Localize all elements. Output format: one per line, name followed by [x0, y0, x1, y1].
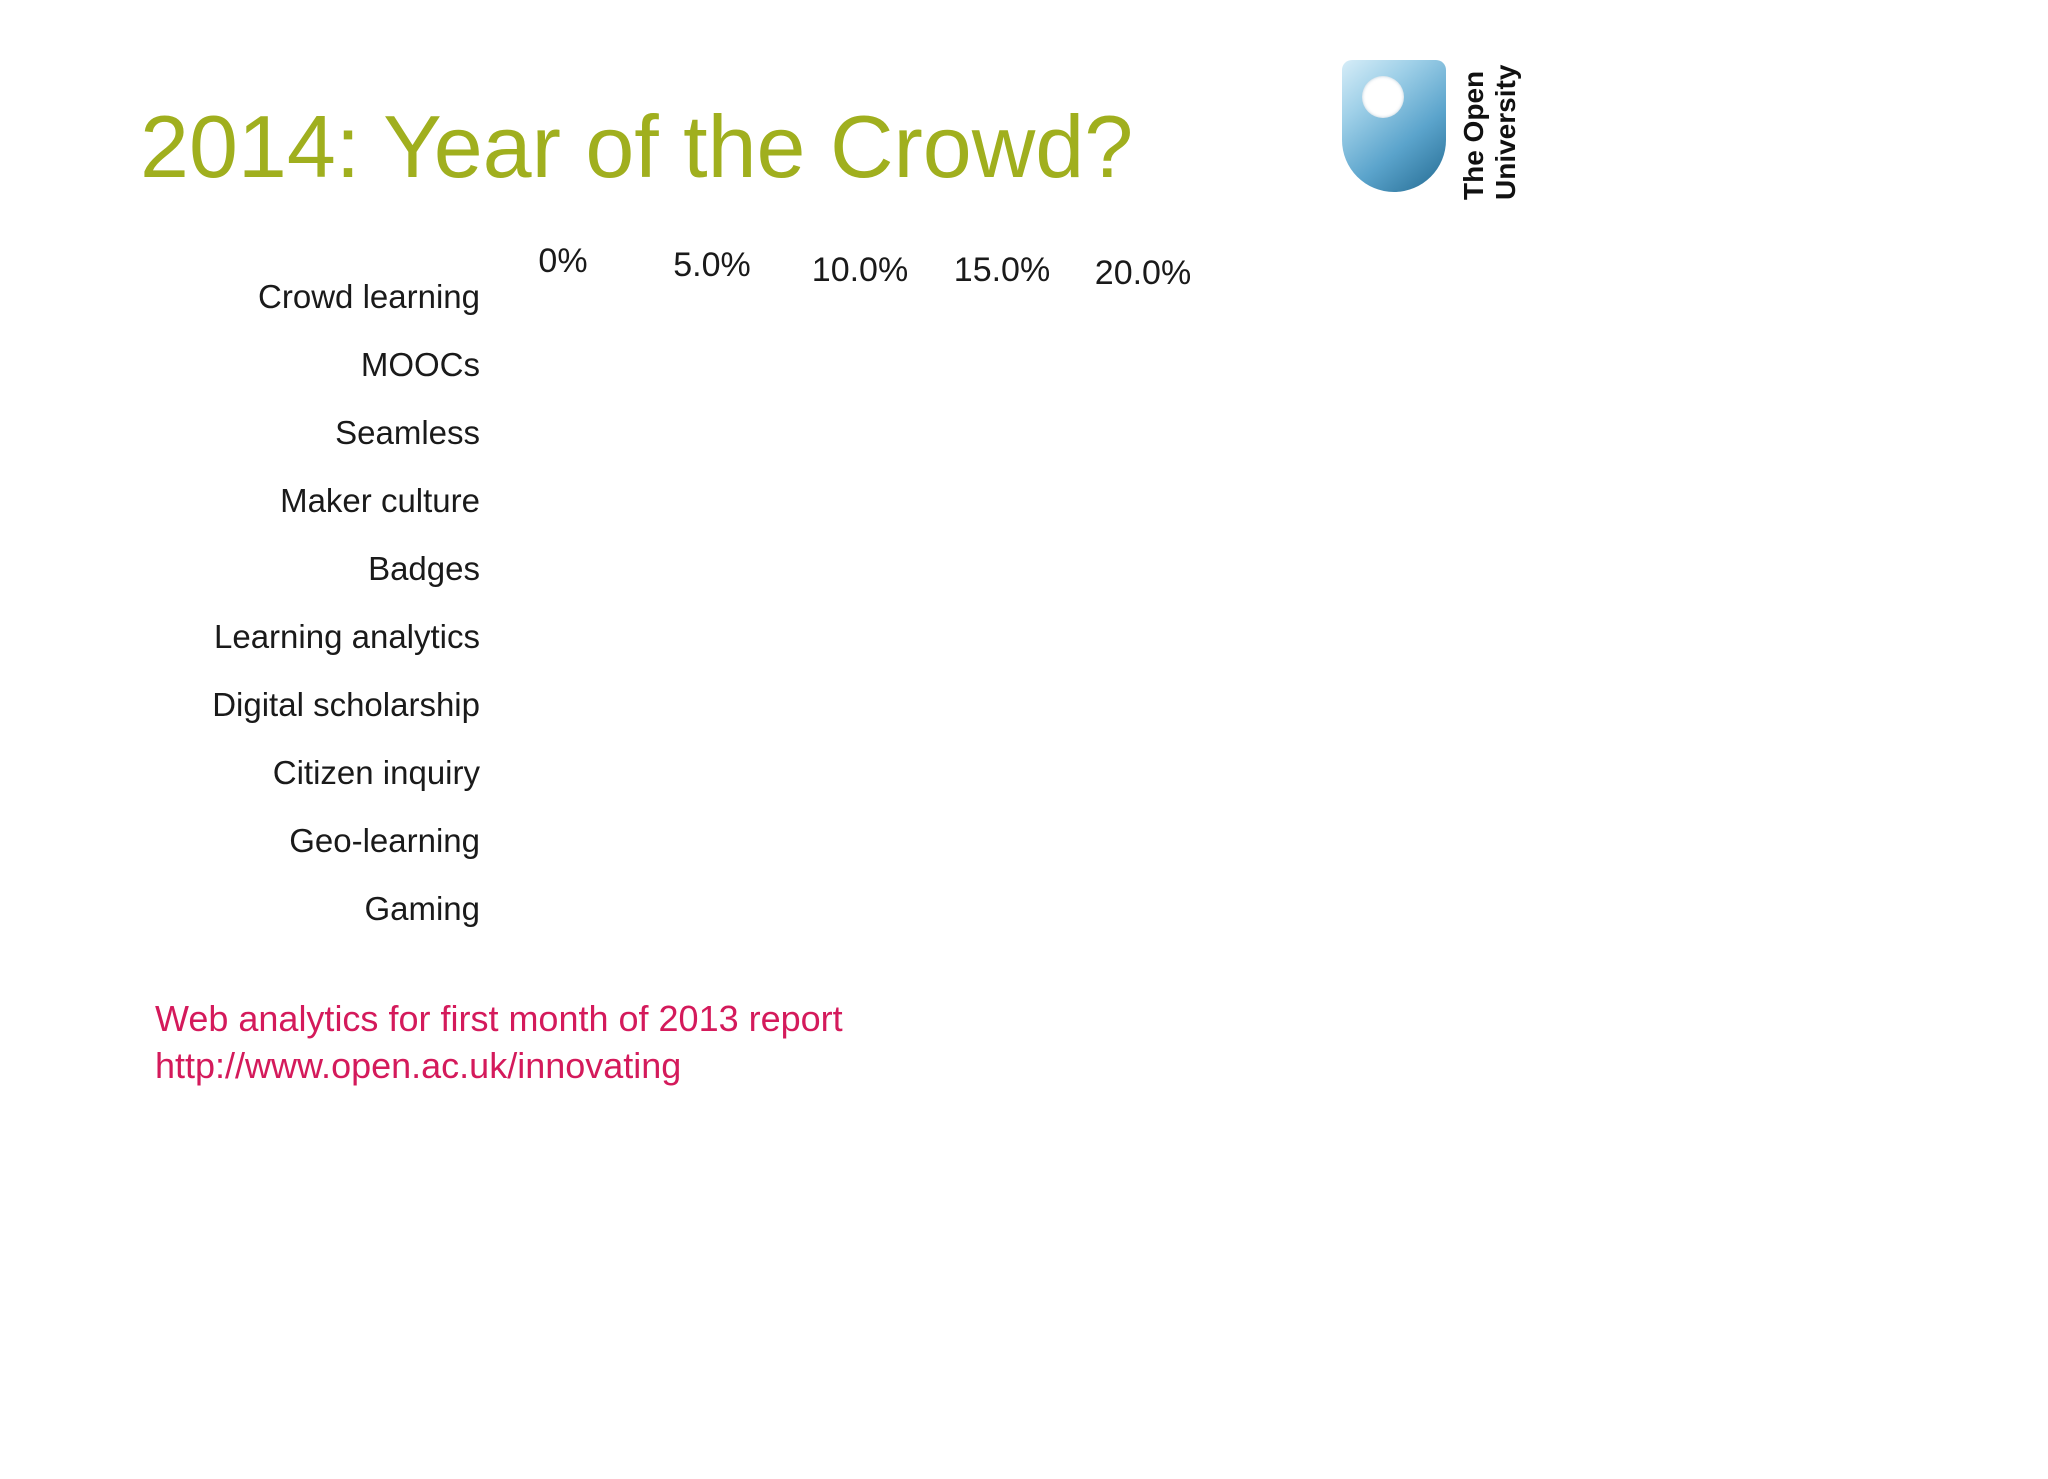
ou-shield-circle [1362, 76, 1404, 118]
category-label: Learning analytics [214, 618, 480, 655]
footer-note: Web analytics for first month of 2013 re… [155, 996, 843, 1090]
category-label: Citizen inquiry [272, 754, 480, 791]
category-label: Gaming [364, 890, 480, 927]
x-axis-tick: 0% [538, 242, 588, 280]
category-label: Geo-learning [289, 822, 480, 859]
category-label: Badges [368, 550, 480, 587]
open-university-logo: The Open University [1342, 56, 1552, 206]
page-title: 2014: Year of the Crowd? [140, 97, 1134, 196]
category-label: Digital scholarship [212, 686, 480, 723]
x-axis-tick: 20.0% [1094, 254, 1192, 292]
category-label: MOOCs [360, 346, 480, 383]
footer-note-line2: http://www.open.ac.uk/innovating [155, 1044, 682, 1086]
ou-logo-text-line1: The Open [1458, 70, 1489, 200]
category-label: Seamless [335, 414, 480, 451]
x-axis-tick: 10.0% [811, 251, 909, 289]
ou-logo-text: The Open University [1458, 54, 1522, 200]
chart-plot-area [500, 300, 1280, 940]
y-axis-category-labels: Crowd learning MOOCs Seamless Maker cult… [150, 263, 480, 943]
footer-note-line1: Web analytics for first month of 2013 re… [155, 998, 843, 1039]
category-label: Maker culture [280, 482, 480, 519]
category-label: Crowd learning [258, 278, 480, 315]
ou-logo-text-line2: University [1490, 64, 1522, 200]
x-axis-tick: 15.0% [953, 251, 1051, 289]
x-axis-tick: 5.0% [673, 246, 751, 284]
ou-shield-icon [1342, 60, 1446, 192]
